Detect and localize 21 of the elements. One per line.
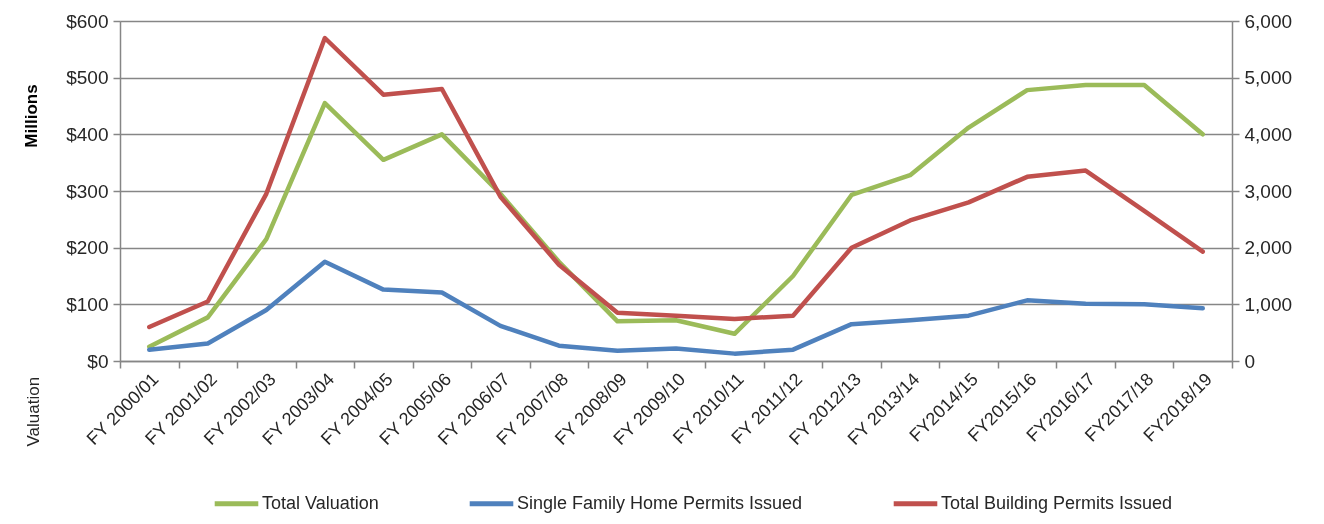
y2-tick-label: 3,000 [1244,180,1293,202]
legend-label: Single Family Home Permits Issued [517,492,803,513]
y2-tick-label: 5,000 [1244,67,1293,89]
y2-tick-label: 2,000 [1244,237,1293,259]
y-tick-label: $500 [66,67,109,89]
y2-tick-label: 0 [1244,350,1256,372]
legend-label: Total Building Permits Issued [941,492,1173,513]
y-tick-label: $400 [66,123,109,145]
text: Millions [22,84,41,148]
y-axis-title: Valuation [23,376,43,447]
line-series [147,259,1205,356]
y-tick-label: $600 [66,10,109,32]
y-tick-label: $100 [66,293,109,315]
line-series [147,35,1205,330]
y2-tick-label: 6,000 [1244,10,1293,32]
y-tick-label: $200 [66,237,109,259]
y-tick-label: $0 [87,350,109,372]
y2-tick-label: 1,000 [1244,293,1293,315]
y2-tick-label: 4,000 [1244,123,1293,145]
legend-label: Total Valuation [262,492,379,513]
y-tick-label: $300 [66,180,109,202]
